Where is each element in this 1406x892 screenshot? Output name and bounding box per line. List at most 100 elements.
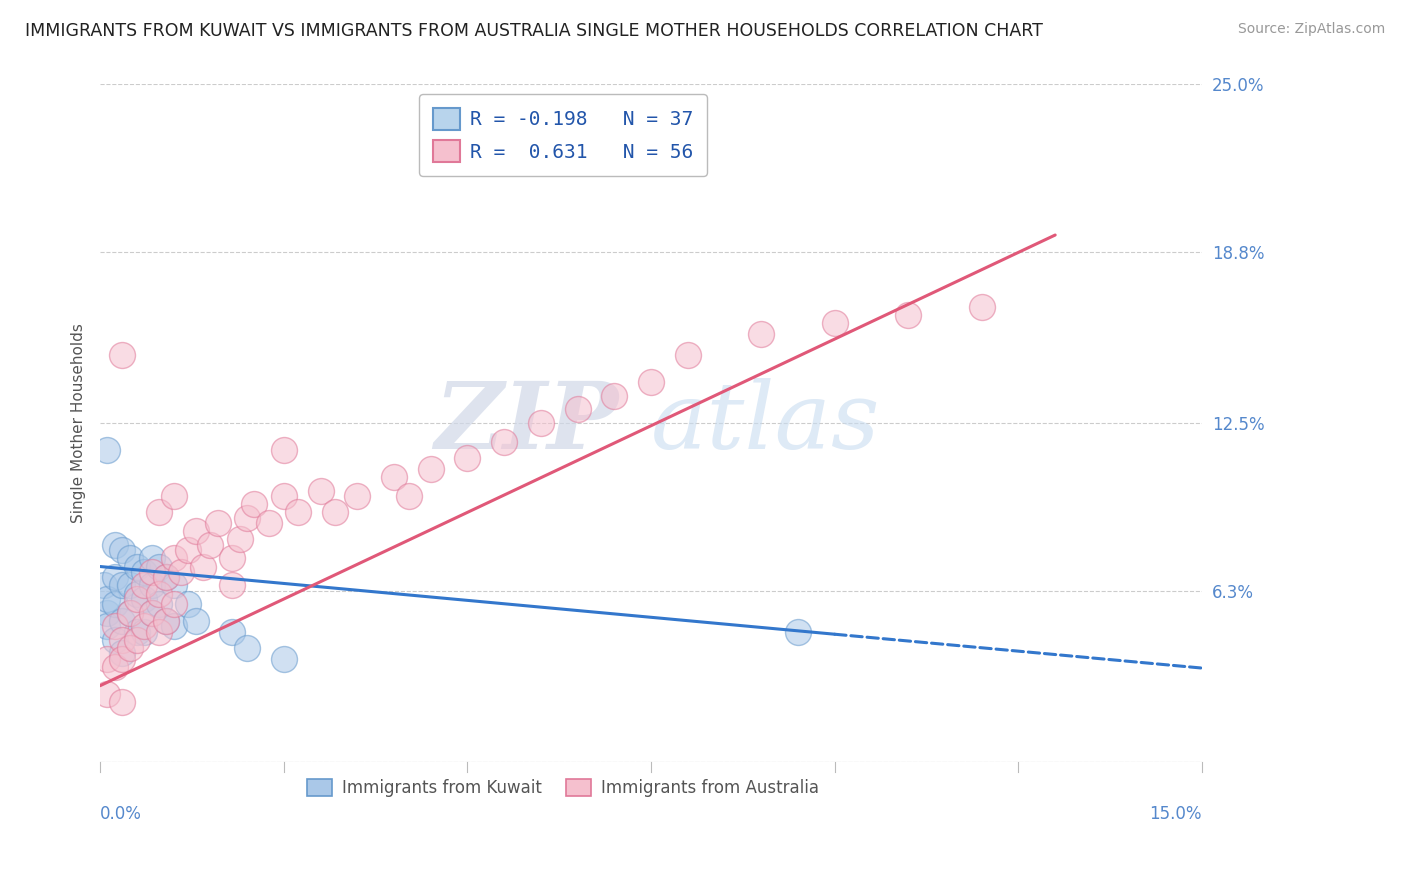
Point bbox=[118, 606, 141, 620]
Point bbox=[177, 543, 200, 558]
Point bbox=[111, 543, 134, 558]
Point bbox=[824, 316, 846, 330]
Point bbox=[141, 578, 163, 592]
Point bbox=[273, 489, 295, 503]
Point bbox=[162, 619, 184, 633]
Point bbox=[200, 538, 222, 552]
Point bbox=[96, 619, 118, 633]
Point bbox=[382, 470, 405, 484]
Point bbox=[236, 640, 259, 655]
Point bbox=[273, 651, 295, 665]
Point bbox=[118, 578, 141, 592]
Point bbox=[419, 462, 441, 476]
Point bbox=[141, 606, 163, 620]
Point bbox=[96, 443, 118, 458]
Point bbox=[148, 505, 170, 519]
Text: 0.0%: 0.0% bbox=[100, 805, 142, 822]
Point bbox=[346, 489, 368, 503]
Point bbox=[603, 389, 626, 403]
Point bbox=[221, 624, 243, 639]
Point bbox=[162, 578, 184, 592]
Point bbox=[148, 624, 170, 639]
Point bbox=[177, 598, 200, 612]
Point bbox=[640, 376, 662, 390]
Point bbox=[221, 578, 243, 592]
Point bbox=[104, 570, 127, 584]
Point bbox=[162, 598, 184, 612]
Point bbox=[184, 524, 207, 539]
Point bbox=[162, 489, 184, 503]
Point bbox=[134, 592, 156, 607]
Point bbox=[309, 483, 332, 498]
Point bbox=[162, 551, 184, 566]
Point bbox=[96, 606, 118, 620]
Point bbox=[155, 614, 177, 628]
Point bbox=[155, 570, 177, 584]
Point bbox=[93, 578, 115, 592]
Point bbox=[191, 559, 214, 574]
Point bbox=[141, 565, 163, 579]
Point bbox=[155, 614, 177, 628]
Point bbox=[148, 559, 170, 574]
Point bbox=[134, 624, 156, 639]
Point bbox=[567, 402, 589, 417]
Point bbox=[111, 651, 134, 665]
Point bbox=[118, 606, 141, 620]
Point bbox=[170, 565, 193, 579]
Point bbox=[125, 586, 148, 600]
Point bbox=[111, 646, 134, 660]
Point bbox=[104, 659, 127, 673]
Point bbox=[323, 505, 346, 519]
Point bbox=[676, 348, 699, 362]
Point bbox=[111, 695, 134, 709]
Point bbox=[243, 497, 266, 511]
Point bbox=[141, 606, 163, 620]
Point bbox=[530, 416, 553, 430]
Point bbox=[155, 570, 177, 584]
Text: IMMIGRANTS FROM KUWAIT VS IMMIGRANTS FROM AUSTRALIA SINGLE MOTHER HOUSEHOLDS COR: IMMIGRANTS FROM KUWAIT VS IMMIGRANTS FRO… bbox=[25, 22, 1043, 40]
Text: 15.0%: 15.0% bbox=[1150, 805, 1202, 822]
Point bbox=[273, 443, 295, 458]
Point bbox=[96, 651, 118, 665]
Point bbox=[96, 687, 118, 701]
Point bbox=[749, 326, 772, 341]
Point bbox=[118, 551, 141, 566]
Point bbox=[125, 632, 148, 647]
Point bbox=[228, 533, 250, 547]
Point bbox=[125, 592, 148, 607]
Point bbox=[134, 578, 156, 592]
Point bbox=[787, 624, 810, 639]
Point bbox=[257, 516, 280, 531]
Point bbox=[111, 348, 134, 362]
Point bbox=[148, 598, 170, 612]
Y-axis label: Single Mother Households: Single Mother Households bbox=[72, 323, 86, 523]
Legend: Immigrants from Kuwait, Immigrants from Australia: Immigrants from Kuwait, Immigrants from … bbox=[299, 772, 827, 804]
Point bbox=[970, 300, 993, 314]
Point bbox=[125, 559, 148, 574]
Point bbox=[134, 565, 156, 579]
Point bbox=[287, 505, 309, 519]
Point bbox=[104, 598, 127, 612]
Text: ZIP: ZIP bbox=[434, 378, 619, 468]
Point bbox=[141, 551, 163, 566]
Point bbox=[104, 619, 127, 633]
Point bbox=[125, 624, 148, 639]
Point bbox=[104, 632, 127, 647]
Point bbox=[111, 578, 134, 592]
Point bbox=[494, 434, 516, 449]
Point bbox=[456, 451, 478, 466]
Point bbox=[111, 632, 134, 647]
Point bbox=[897, 308, 920, 322]
Point bbox=[207, 516, 229, 531]
Point bbox=[398, 489, 420, 503]
Point bbox=[118, 640, 141, 655]
Point bbox=[104, 538, 127, 552]
Point bbox=[111, 614, 134, 628]
Point bbox=[184, 614, 207, 628]
Point bbox=[148, 586, 170, 600]
Text: atlas: atlas bbox=[651, 378, 880, 468]
Point bbox=[221, 551, 243, 566]
Point bbox=[96, 592, 118, 607]
Point bbox=[134, 619, 156, 633]
Text: Source: ZipAtlas.com: Source: ZipAtlas.com bbox=[1237, 22, 1385, 37]
